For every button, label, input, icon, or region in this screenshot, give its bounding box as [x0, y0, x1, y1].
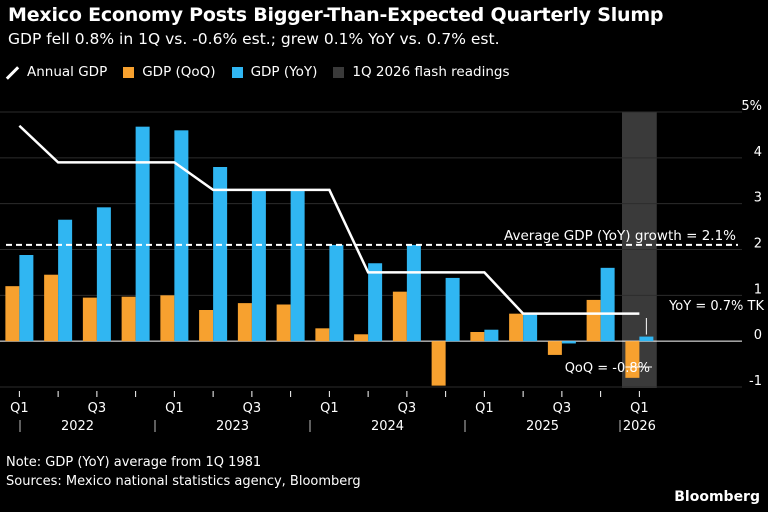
average-reference-label: Average GDP (YoY) growth = 2.1%: [504, 228, 736, 244]
legend-item-annual-gdp: Annual GDP: [6, 64, 107, 80]
x-quarter-label: Q1: [10, 401, 29, 416]
bar-qoq: [199, 310, 214, 342]
footnote-note: Note: GDP (YoY) average from 1Q 1981: [6, 455, 262, 470]
bar-qoq: [354, 334, 369, 342]
legend-label: GDP (YoY): [250, 64, 318, 80]
brand-logo-text: Bloomberg: [674, 489, 760, 505]
bar-yoy: [213, 167, 228, 342]
bar-qoq: [625, 341, 640, 378]
x-quarter-label: Q1: [630, 401, 649, 416]
legend-label: Annual GDP: [27, 64, 108, 80]
bar-qoq: [586, 299, 601, 342]
bar-yoy: [445, 277, 460, 342]
bar-qoq: [237, 303, 252, 342]
legend-item-gdp-yoy: GDP (YoY): [231, 64, 318, 80]
y-tick-label: 5%: [741, 99, 762, 114]
bar-yoy: [251, 189, 266, 342]
bar-qoq: [276, 304, 291, 342]
bar-qoq: [5, 286, 20, 342]
bar-yoy: [329, 244, 344, 342]
bar-qoq: [547, 341, 562, 355]
bar-qoq: [44, 274, 59, 342]
qoq-annotation: QoQ = -0.8%: [565, 361, 650, 376]
x-quarter-label: Q3: [88, 401, 107, 416]
bar-qoq: [315, 328, 330, 342]
annual-gdp-line: [18, 124, 640, 315]
x-quarter-label: Q1: [475, 401, 494, 416]
y-tick-label: 2: [754, 237, 762, 252]
x-quarter-label: Q3: [243, 401, 262, 416]
x-quarter-label: Q1: [165, 401, 184, 416]
x-quarter-label: Q3: [398, 401, 417, 416]
footnote-sources: Sources: Mexico national statistics agen…: [6, 474, 361, 489]
bar-qoq: [160, 295, 175, 342]
bar-yoy: [290, 189, 305, 342]
bar-yoy: [58, 219, 73, 342]
bar-yoy: [135, 126, 150, 342]
bar-yoy: [368, 263, 383, 342]
x-year-label: 2022: [61, 419, 94, 434]
bar-yoy: [96, 207, 111, 342]
bar-yoy: [484, 329, 499, 342]
legend-swatch-flash: [333, 66, 345, 78]
x-year-label: 2025: [526, 419, 559, 434]
bar-yoy: [561, 341, 576, 344]
y-tick-label: 1: [754, 282, 762, 297]
x-quarter-label: Q1: [320, 401, 339, 416]
legend: Annual GDP GDP (QoQ) GDP (YoY) 1Q 2026 f…: [6, 63, 525, 81]
bar-yoy: [523, 314, 538, 342]
legend-item-flash-readings: 1Q 2026 flash readings: [333, 64, 509, 80]
bar-yoy: [639, 336, 654, 342]
chart-subtitle: GDP fell 0.8% in 1Q vs. -0.6% est.; grew…: [8, 30, 500, 48]
bar-qoq: [121, 296, 136, 342]
bar-qoq: [431, 341, 446, 386]
legend-label: GDP (QoQ): [142, 64, 216, 80]
x-year-label: 2026: [623, 419, 656, 434]
legend-item-gdp-qoq: GDP (QoQ): [123, 64, 216, 80]
x-quarter-label: Q3: [553, 401, 572, 416]
y-tick-label: 3: [754, 191, 762, 206]
bar-yoy: [600, 267, 615, 342]
y-tick-label: -1: [749, 374, 762, 389]
bar-qoq: [470, 332, 485, 342]
legend-swatch-qoq: [123, 66, 135, 78]
chart-title: Mexico Economy Posts Bigger-Than-Expecte…: [8, 4, 664, 26]
legend-label: 1Q 2026 flash readings: [352, 64, 510, 80]
bar-qoq: [509, 313, 524, 342]
x-year-label: 2023: [216, 419, 249, 434]
bar-yoy: [19, 255, 34, 342]
bar-yoy: [174, 130, 189, 342]
bar-yoy: [406, 244, 421, 342]
x-year-label: 2024: [371, 419, 404, 434]
legend-swatch-yoy: [231, 66, 243, 78]
yoy-annotation: YoY = 0.7% TK: [668, 299, 764, 314]
bar-qoq: [82, 297, 97, 342]
bar-qoq: [392, 291, 407, 342]
y-tick-label: 0: [754, 328, 762, 343]
y-tick-label: 4: [754, 145, 762, 160]
